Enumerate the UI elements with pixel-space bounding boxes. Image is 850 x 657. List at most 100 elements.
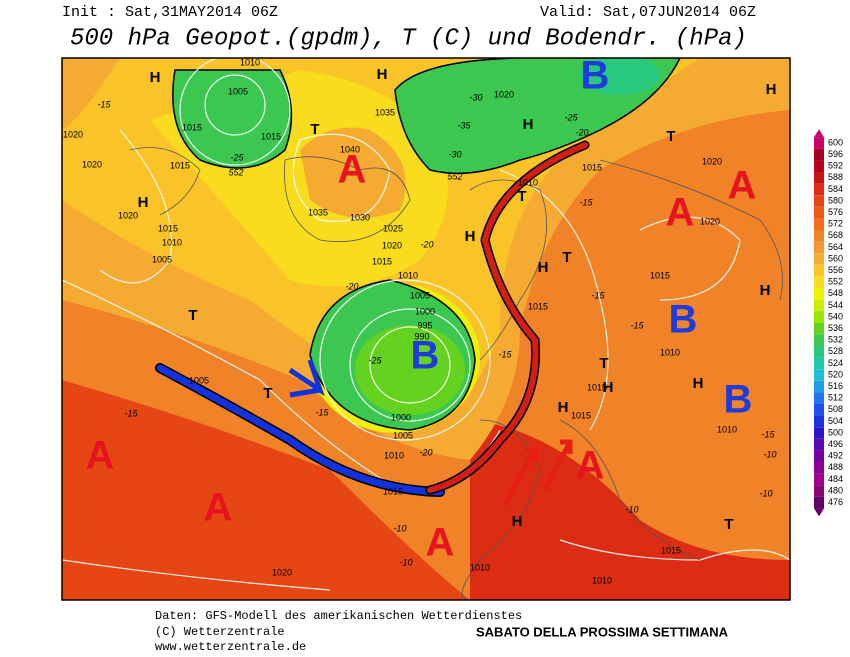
isobar-label: 1020 [118, 210, 138, 220]
colorbar-label: 512 [828, 393, 843, 403]
isobar-label: 1010 [240, 57, 260, 67]
colorbar-bottom-arrow [814, 508, 824, 517]
colorbar-label: 540 [828, 311, 843, 321]
map-frame [61, 57, 791, 601]
isobar-label: 1005 [410, 290, 430, 300]
colorbar-top-arrow [814, 129, 824, 138]
temperature-label: -15 [761, 429, 775, 439]
temperature-label: -15 [630, 320, 644, 330]
isobar-label: 1020 [63, 129, 83, 139]
colorbar-swatch [814, 357, 824, 370]
isobar-label: 1015 [261, 131, 281, 141]
colorbar-label: 568 [828, 230, 843, 240]
colorbar-swatch [814, 172, 824, 184]
isobar-label: 1015 [182, 122, 202, 132]
t-mark: T [562, 249, 571, 266]
temperature-label: -20 [575, 127, 588, 137]
isobar-label: 1020 [82, 159, 102, 169]
colorbar-swatch [814, 346, 824, 358]
colorbar-swatch [814, 369, 824, 381]
colorbar-label: 488 [828, 462, 843, 472]
temperature-label: -20 [419, 447, 432, 457]
t-mark: T [599, 355, 608, 372]
temperature-label: -15 [315, 407, 329, 417]
h-mark: H [603, 379, 614, 396]
colorbar-label: 532 [828, 335, 843, 345]
high-pressure-label: A [86, 434, 115, 478]
colorbar-label: 552 [828, 277, 843, 287]
isobar-label: 1015 [528, 301, 548, 311]
temperature-label: 552 [228, 167, 243, 177]
temperature-label: -20 [345, 281, 358, 291]
h-mark: H [512, 513, 523, 530]
colorbar-swatch [814, 485, 824, 497]
isobar-label: 1005 [228, 86, 248, 96]
colorbar-label: 504 [828, 416, 843, 426]
isobar-label: 1035 [308, 207, 328, 217]
low-pressure-label: B [411, 334, 440, 378]
colorbar-swatch [814, 276, 824, 288]
colorbar-label: 496 [828, 439, 843, 449]
isobar-label: 1005 [152, 254, 172, 264]
temperature-label: -15 [591, 290, 605, 300]
colorbar-swatch [814, 496, 824, 509]
isobar-label: 1010 [398, 270, 418, 280]
isobar-label: 1015 [582, 162, 602, 172]
colorbar-swatch [814, 195, 824, 207]
data-source: Daten: GFS-Modell des amerikanischen Wet… [155, 609, 522, 623]
t-mark: T [310, 121, 319, 138]
isobar-label: 1015 [661, 545, 681, 555]
colorbar-swatch [814, 404, 824, 416]
temperature-label: -15 [579, 197, 593, 207]
colorbar-label: 600 [828, 137, 843, 147]
isobar-label: 1015 [158, 223, 178, 233]
colorbar-label: 548 [828, 288, 843, 298]
temperature-label: -10 [399, 557, 412, 567]
t-mark: T [517, 188, 526, 205]
h-mark: H [377, 66, 388, 83]
colorbar-swatch [814, 438, 824, 451]
t-mark: T [188, 307, 197, 324]
isobar-label: 1015 [170, 160, 190, 170]
colorbar-swatch [814, 392, 824, 404]
temperature-label: -10 [625, 504, 638, 514]
h-mark: H [558, 399, 569, 416]
caption: SABATO DELLA PROSSIMA SETTIMANA [476, 624, 729, 639]
colorbar-swatch [814, 450, 824, 462]
isobar-label: 990 [414, 331, 429, 341]
isobar-label: 1015 [383, 486, 403, 496]
colorbar-label: 524 [828, 358, 843, 368]
colorbar-swatch [814, 241, 824, 254]
high-pressure-label: A [728, 164, 757, 208]
t-mark: T [666, 128, 675, 145]
isobar-label: 1020 [382, 240, 402, 250]
colorbar-swatch [814, 253, 824, 265]
colorbar-swatch [814, 137, 824, 149]
temperature-label: -25 [230, 152, 244, 162]
isobar-label: 1010 [592, 575, 612, 585]
temperature-label: -15 [124, 408, 138, 418]
isobar-label: 1010 [518, 177, 538, 187]
t-mark: T [724, 516, 733, 533]
isobar-label: 1020 [272, 567, 292, 577]
h-mark: H [766, 81, 777, 98]
colorbar-label: 572 [828, 219, 843, 229]
colorbar-swatch [814, 206, 824, 219]
temperature-label: -15 [498, 349, 512, 359]
colorbar-label: 516 [828, 381, 843, 391]
high-pressure-label: A [426, 521, 455, 565]
colorbar-label: 544 [828, 300, 843, 310]
colorbar-label: 508 [828, 404, 843, 414]
copyright: (C) Wetterzentrale [155, 625, 285, 639]
isobar-label: 995 [417, 320, 432, 330]
colorbar-swatch [814, 264, 824, 277]
colorbar-swatch [814, 427, 824, 439]
isobar-label: 1010 [470, 562, 490, 572]
colorbar-label: 556 [828, 265, 843, 275]
isobar-label: 1015 [571, 410, 591, 420]
temperature-label: -35 [457, 120, 471, 130]
isobar-label: 1040 [340, 144, 360, 154]
low-pressure-label: B [669, 298, 698, 342]
temperature-label: -25 [368, 355, 382, 365]
